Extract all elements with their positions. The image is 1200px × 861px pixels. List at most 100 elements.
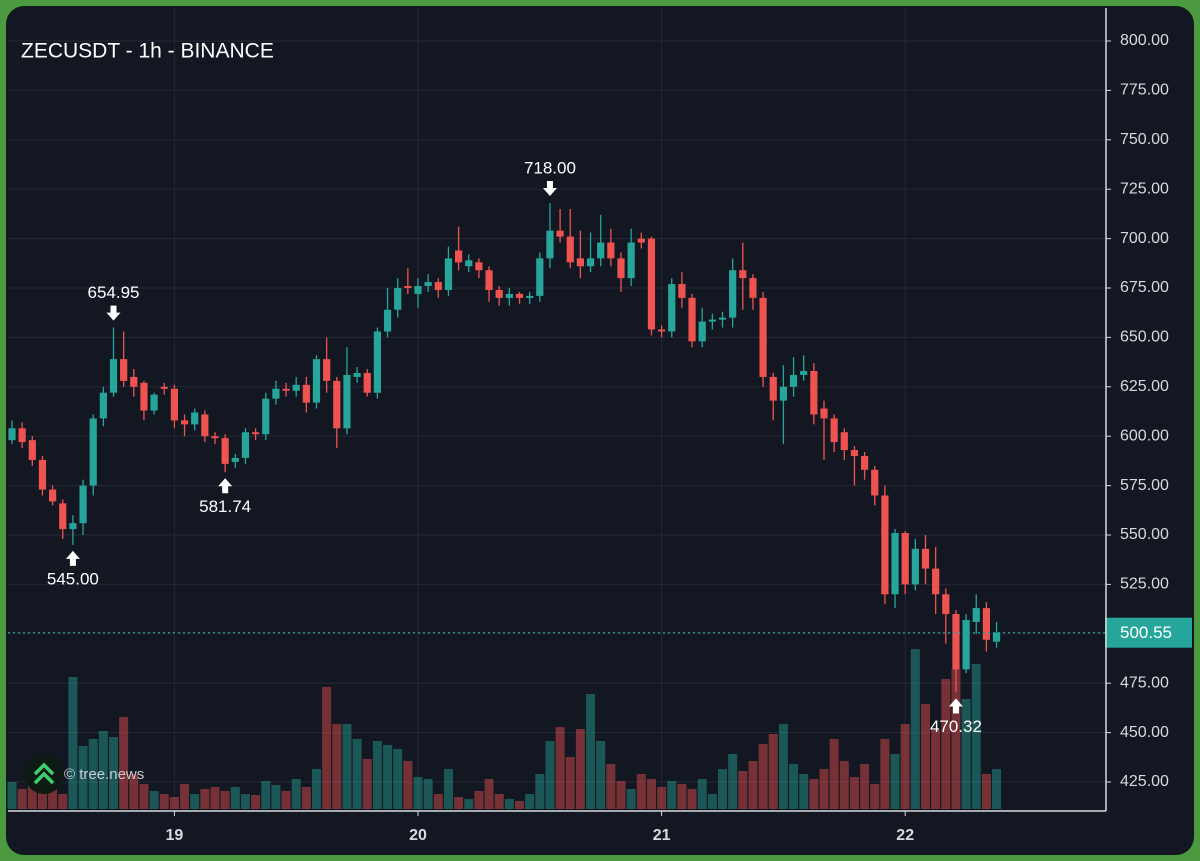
volume-bar xyxy=(423,779,433,809)
y-tick-label: 550.00 xyxy=(1120,526,1169,543)
candle-body xyxy=(444,258,453,290)
candle-body xyxy=(424,282,432,287)
x-tick-label: 20 xyxy=(409,827,427,844)
annotation-label: 545.00 xyxy=(47,569,99,588)
candle-body xyxy=(221,438,229,464)
volume-bar xyxy=(48,787,58,809)
candle-body xyxy=(404,286,412,288)
candle-body xyxy=(28,440,36,460)
labels: 425.00450.00475.00500.00525.00550.00575.… xyxy=(8,32,1192,844)
candle-body xyxy=(160,386,168,389)
volume-bar xyxy=(240,794,250,809)
volume-bar xyxy=(58,794,68,809)
candle-body xyxy=(739,270,747,279)
candle-body xyxy=(475,262,483,271)
candle-body xyxy=(89,418,97,486)
annotation-label: 718.00 xyxy=(524,159,576,178)
volume-bar xyxy=(159,794,169,809)
volume-bar xyxy=(88,739,98,809)
candle-body xyxy=(109,359,118,393)
candle-body xyxy=(495,289,503,298)
candle-body xyxy=(871,469,879,496)
volume-bar xyxy=(921,704,930,809)
candle-body xyxy=(952,614,960,670)
volume-bar xyxy=(667,781,677,809)
volume-bar xyxy=(697,779,707,809)
volume-bar xyxy=(393,749,403,809)
y-tick-label: 775.00 xyxy=(1120,82,1169,99)
volume-bar xyxy=(515,801,524,809)
candle-body xyxy=(962,619,970,670)
volume-bar xyxy=(687,789,697,809)
candle-body xyxy=(262,398,270,435)
candle-body xyxy=(830,418,838,443)
y-tick-label: 600.00 xyxy=(1120,427,1169,444)
candle-body xyxy=(282,388,290,391)
volume-bar xyxy=(230,787,240,809)
volume-bar xyxy=(565,757,575,809)
candle-body xyxy=(607,242,615,259)
volume-bar xyxy=(291,779,301,809)
volume-bar xyxy=(738,771,748,809)
candle-body xyxy=(241,432,250,458)
y-tick-label: 675.00 xyxy=(1120,279,1169,296)
x-tick-label: 19 xyxy=(166,827,184,844)
volume-bar xyxy=(626,789,636,809)
candle-body xyxy=(312,359,321,403)
candle-body xyxy=(434,282,442,290)
volume-bar xyxy=(484,779,494,809)
volume-bar xyxy=(525,794,535,809)
chart-title: ZECUSDT - 1h - BINANCE xyxy=(21,40,274,63)
candle-body xyxy=(394,288,402,310)
volume-bar xyxy=(27,781,37,809)
last-price-label: 500.55 xyxy=(1120,623,1172,642)
candle-body xyxy=(505,293,513,298)
volume-bar xyxy=(17,789,27,809)
candle-body xyxy=(373,331,381,393)
volume-bar xyxy=(180,784,190,809)
candle-body xyxy=(921,548,930,569)
candle-body xyxy=(546,230,554,259)
candle-body xyxy=(698,321,706,342)
volume-bar xyxy=(37,779,47,809)
volume-bar xyxy=(646,779,656,809)
volume-bar xyxy=(890,754,900,809)
candle-body xyxy=(526,295,534,298)
volume-bar xyxy=(880,739,890,809)
candle-body xyxy=(688,297,696,342)
volume-bar xyxy=(941,679,951,809)
volume-bar xyxy=(586,694,596,809)
volume-bar xyxy=(210,787,220,809)
volume-bar xyxy=(139,784,149,809)
candle-body xyxy=(120,359,128,381)
volume-bar xyxy=(271,785,281,809)
candle-body xyxy=(414,286,422,294)
volume-bar xyxy=(7,782,17,809)
candle-body xyxy=(333,380,341,429)
candle-body xyxy=(932,568,940,595)
candle-body xyxy=(617,258,625,279)
volume-bar xyxy=(910,649,920,809)
candle-body xyxy=(180,420,189,425)
volume-bar xyxy=(403,761,413,809)
volume-bar xyxy=(169,797,179,809)
candle-body xyxy=(820,408,828,419)
last-price-box xyxy=(1105,617,1192,648)
volume-bar xyxy=(443,769,453,809)
volume-bar xyxy=(251,795,261,809)
annotation-label: 654.95 xyxy=(88,283,140,302)
volume-bar xyxy=(819,769,829,809)
volume-bar xyxy=(362,759,372,809)
volume-bar xyxy=(149,791,159,809)
x-tick-label: 22 xyxy=(896,827,914,844)
volume-bar xyxy=(992,769,1002,809)
candle-body xyxy=(485,270,493,290)
candle-body xyxy=(972,608,980,622)
volume-bar xyxy=(748,761,758,809)
volume-bar xyxy=(413,777,423,809)
y-tick-label: 625.00 xyxy=(1120,378,1169,395)
candle-body xyxy=(201,414,209,437)
volume-bar xyxy=(981,774,991,809)
volume-bar xyxy=(494,794,504,809)
y-tick-label: 475.00 xyxy=(1120,674,1169,691)
